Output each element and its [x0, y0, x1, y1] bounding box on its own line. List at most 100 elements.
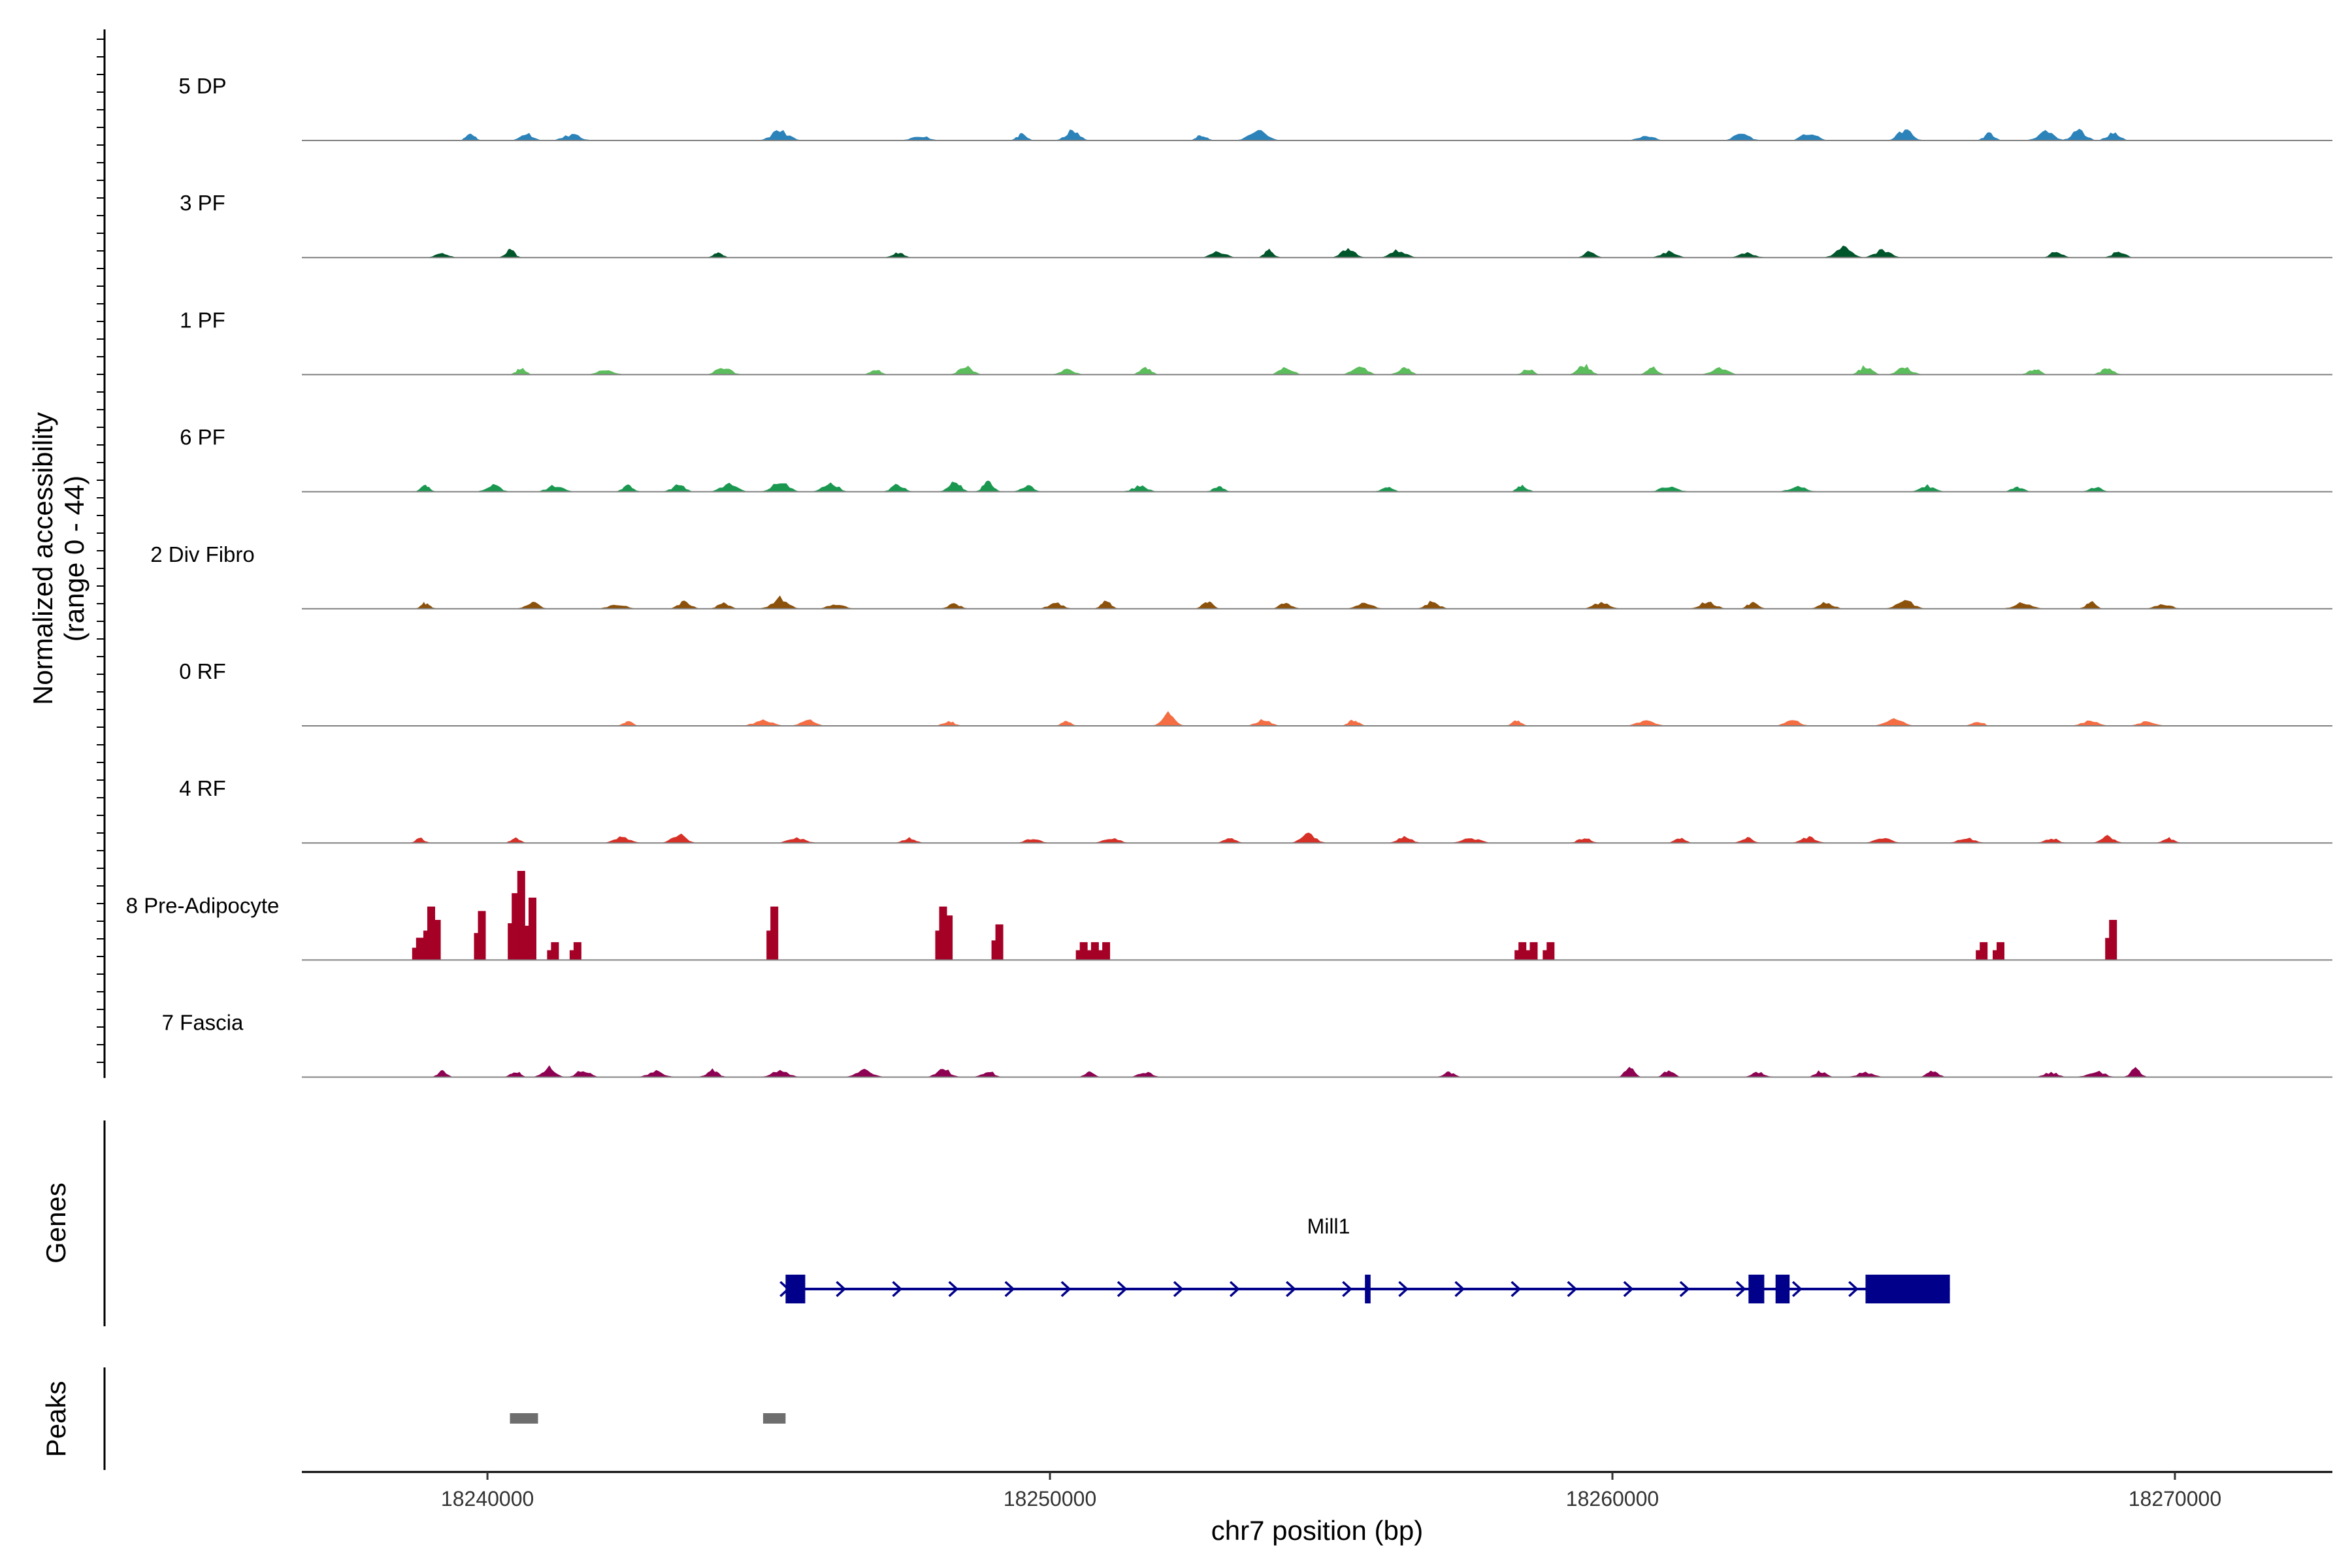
coverage-ylabel-line2: (range 0 - 44) — [59, 476, 90, 642]
coverage-bar — [1098, 950, 1104, 960]
coverage-peak — [938, 482, 971, 492]
coverage-peak — [938, 603, 972, 609]
coverage-peak — [1788, 134, 1831, 140]
coverage-peak — [1047, 368, 1086, 375]
coverage-bar — [2105, 938, 2111, 960]
coverage-peak — [1150, 711, 1186, 726]
coverage-peak — [1975, 132, 2004, 140]
coverage-peak — [1448, 838, 1495, 843]
coverage-peak — [1330, 248, 1366, 258]
strand-arrow — [1173, 1281, 1184, 1298]
coverage-bar — [1546, 942, 1555, 960]
coverage-peak — [933, 721, 964, 726]
coverage-peak — [1343, 602, 1387, 609]
coverage-peak — [2101, 252, 2136, 258]
coverage-peak — [2001, 486, 2034, 492]
track-0-rf: 0 RF — [179, 659, 2332, 727]
coverage-peak — [2059, 129, 2100, 140]
coverage-peak — [1870, 718, 1917, 726]
strand-arrow — [1398, 1281, 1409, 1298]
coverage-peak — [1008, 133, 1036, 140]
track-2-div-fibro: 2 Div Fibro — [150, 542, 2332, 610]
coverage-peak — [696, 1068, 728, 1077]
track-label: 2 Div Fibro — [150, 542, 255, 566]
coverage-bar — [1079, 942, 1088, 960]
coverage-peak — [1844, 1071, 1887, 1077]
coverage-peak — [1387, 367, 1421, 375]
coverage-peak — [1053, 721, 1081, 726]
coverage-peak — [706, 482, 753, 492]
genes-label: Genes — [41, 1183, 71, 1264]
coverage-bar — [1980, 942, 1988, 960]
coverage-peak — [1654, 1070, 1684, 1077]
coverage-peak — [1203, 486, 1234, 492]
coverage-bar — [508, 923, 514, 960]
coverage-bar — [941, 935, 947, 960]
coverage-bar — [1543, 950, 1548, 960]
coverage-peak — [2074, 1071, 2119, 1077]
coverage-peak — [1917, 1070, 1949, 1077]
coverage-bar — [474, 933, 480, 960]
coverage-bar — [1526, 950, 1531, 960]
coverage-peak — [898, 136, 943, 140]
coverage-peak — [1267, 367, 1305, 375]
coverage-peak — [1567, 838, 1602, 843]
track-label: 6 PF — [180, 425, 225, 449]
coverage-bar — [995, 924, 1004, 960]
strand-arrow — [1342, 1281, 1352, 1298]
coverage-peak — [1789, 836, 1829, 843]
coverage-peak — [814, 604, 858, 609]
coverage-bar — [1514, 950, 1520, 960]
coverage-peak — [2142, 604, 2185, 609]
coverage-peak — [594, 604, 640, 609]
coverage-tracks: 5 DP 3 PF 1 PF 6 PF 2 Div Fibro 0 RF 4 RF 8 Pre… — [126, 74, 2332, 1078]
track-label: 8 Pre-Adipocyte — [126, 893, 280, 917]
coverage-peak — [613, 484, 643, 492]
coverage-bar — [935, 930, 941, 960]
coverage-bar — [547, 950, 553, 960]
coverage-bar — [478, 911, 486, 960]
strand-arrow — [948, 1281, 959, 1298]
coverage-bar — [945, 915, 953, 960]
coverage-peak — [883, 252, 914, 258]
coverage-peak — [757, 1070, 804, 1077]
coverage-bar — [2109, 920, 2117, 960]
track-3-pf: 3 PF — [180, 191, 2332, 259]
coverage-bar — [569, 950, 575, 960]
coverage-peak — [1508, 484, 1537, 492]
coverage-peak — [947, 365, 984, 375]
gene-exon — [1775, 1275, 1790, 1303]
coverage-peak — [602, 836, 644, 843]
coverage-peak — [1645, 486, 1692, 492]
coverage-peak — [1269, 602, 1303, 609]
x-ticks: 18240000 18250000 18260000 18270000 — [441, 1472, 2221, 1511]
coverage-y-ticks — [97, 39, 105, 1063]
coverage-peak — [2033, 1071, 2069, 1077]
strand-arrow — [1735, 1281, 1746, 1298]
coverage-peak — [1688, 602, 1729, 609]
coverage-peak — [502, 1071, 529, 1077]
track-1-pf: 1 PF — [180, 308, 2332, 376]
coverage-peak — [1054, 129, 1091, 140]
coverage-peak — [1624, 720, 1669, 726]
track-6-pf: 6 PF — [180, 425, 2332, 493]
coverage-peak — [532, 1065, 567, 1077]
gene-exon — [785, 1275, 806, 1303]
coverage-bar — [416, 938, 424, 960]
coverage-bar — [1075, 950, 1081, 960]
coverage-peak — [708, 602, 740, 609]
coverage-peak — [615, 721, 641, 726]
coverage-peak — [1963, 722, 1993, 726]
coverage-peak — [636, 1070, 677, 1077]
coverage-peak — [1385, 836, 1424, 843]
coverage-peak — [1120, 485, 1160, 492]
strand-arrow — [1229, 1281, 1240, 1298]
coverage-peak — [705, 252, 731, 258]
coverage-peak — [474, 483, 512, 492]
coverage-peak — [1011, 485, 1044, 492]
coverage-peak — [1575, 251, 1605, 258]
x-tick-label: 18270000 — [2129, 1487, 2221, 1511]
coverage-peak — [510, 133, 544, 140]
coverage-bar — [770, 906, 779, 960]
coverage-peak — [1697, 367, 1741, 375]
